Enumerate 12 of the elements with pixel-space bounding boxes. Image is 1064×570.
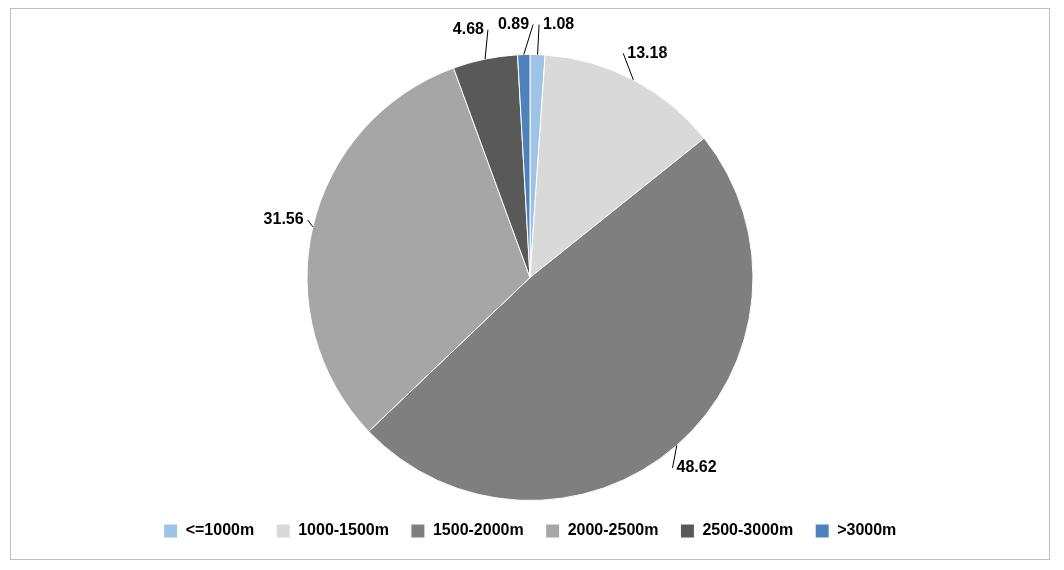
legend-label: 1500-2000m: [432, 521, 524, 539]
data-label: 1.08: [543, 15, 575, 33]
data-label: 4.68: [452, 20, 485, 38]
legend-label: <=1000m: [185, 521, 255, 539]
legend-label: 2500-3000m: [702, 521, 794, 539]
legend-label: 2000-2500m: [567, 521, 659, 539]
data-label: 48.62: [676, 458, 717, 476]
data-label: 0.89: [497, 15, 530, 33]
legend-label: >3000m: [837, 521, 897, 539]
data-label: 13.18: [627, 43, 668, 61]
legend-label: 1000-1500m: [298, 521, 389, 539]
data-label: 31.56: [263, 210, 304, 228]
